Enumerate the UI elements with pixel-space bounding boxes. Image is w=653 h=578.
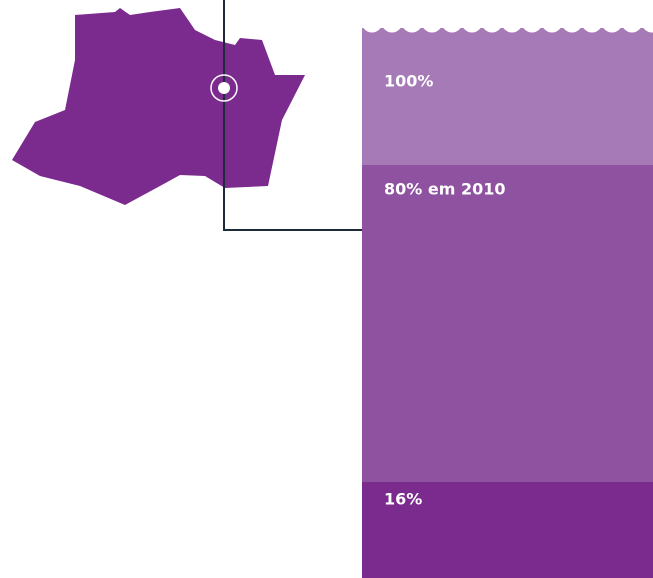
wave-scallop	[521, 11, 543, 33]
level-label: 100%	[384, 72, 433, 91]
state-map	[12, 8, 305, 205]
wave-scallop	[601, 11, 623, 33]
level-band-middle	[362, 165, 653, 482]
wave-scallop	[541, 11, 563, 33]
wave-scallop	[441, 11, 463, 33]
connector-line	[223, 0, 362, 231]
wave-scallop	[641, 11, 653, 33]
wave-scallop	[401, 11, 423, 33]
wave-edge	[361, 11, 653, 33]
wave-scallop	[381, 11, 403, 33]
level-band-top	[362, 28, 653, 165]
wave-scallop	[561, 11, 583, 33]
wave-scallop	[481, 11, 503, 33]
level-label: 16%	[384, 490, 422, 509]
wave-scallop	[501, 11, 523, 33]
wave-scallop	[361, 11, 383, 33]
level-label: 80% em 2010	[384, 180, 506, 199]
pin-ring	[210, 74, 238, 102]
wave-scallop	[461, 11, 483, 33]
pin	[218, 82, 230, 94]
level-band-bottom	[362, 482, 653, 578]
wave-scallop	[621, 11, 643, 33]
wave-scallop	[421, 11, 443, 33]
wave-scallop	[581, 11, 603, 33]
